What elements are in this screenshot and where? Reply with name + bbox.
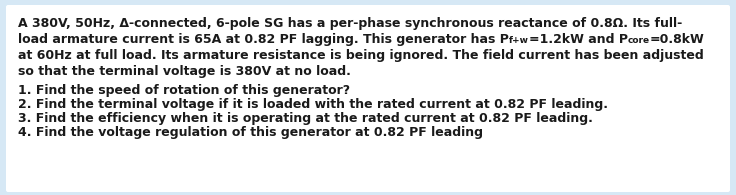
Text: 4. Find the voltage regulation of this generator at 0.82 PF leading: 4. Find the voltage regulation of this g… [18, 126, 483, 139]
Text: load armature current is 65A at 0.82 PF lagging. This generator has P: load armature current is 65A at 0.82 PF … [18, 33, 509, 46]
Text: f+w: f+w [509, 36, 529, 45]
Text: core: core [628, 36, 650, 45]
Text: 3. Find the efficiency when it is operating at the rated current at 0.82 PF lead: 3. Find the efficiency when it is operat… [18, 112, 593, 125]
Text: A 380V, 50Hz, Δ-connected, 6-pole SG has a per-phase synchronous reactance of 0.: A 380V, 50Hz, Δ-connected, 6-pole SG has… [18, 17, 682, 30]
Text: =0.8kW: =0.8kW [650, 33, 705, 46]
Text: =1.2kW and P: =1.2kW and P [529, 33, 628, 46]
Text: so that the terminal voltage is 380V at no load.: so that the terminal voltage is 380V at … [18, 65, 351, 78]
Text: 2. Find the terminal voltage if it is loaded with the rated current at 0.82 PF l: 2. Find the terminal voltage if it is lo… [18, 98, 608, 111]
Text: 1. Find the speed of rotation of this generator?: 1. Find the speed of rotation of this ge… [18, 84, 350, 97]
FancyBboxPatch shape [6, 5, 730, 192]
Text: at 60Hz at full load. Its armature resistance is being ignored. The field curren: at 60Hz at full load. Its armature resis… [18, 49, 704, 62]
